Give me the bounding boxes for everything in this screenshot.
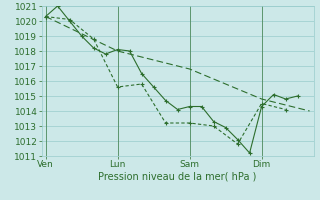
X-axis label: Pression niveau de la mer( hPa ): Pression niveau de la mer( hPa )	[99, 172, 257, 182]
